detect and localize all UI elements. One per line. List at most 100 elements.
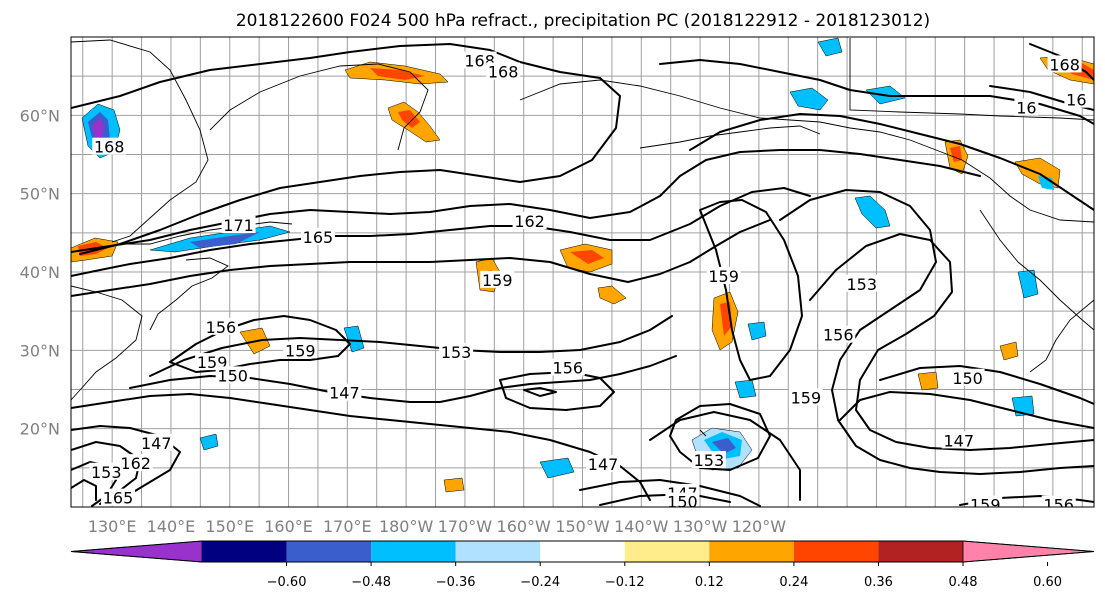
contour-label-bg — [941, 431, 976, 449]
refractivity-contours — [71, 43, 1094, 507]
colorbar-tick-label: −0.12 — [605, 575, 645, 590]
contour-label-bg — [283, 341, 318, 359]
contour-label: 156 — [823, 326, 854, 345]
contour-label: 147 — [588, 455, 619, 474]
contour-label-bg — [1014, 98, 1039, 116]
colorbar-segment — [624, 541, 710, 562]
longitude-label: 150°W — [555, 517, 610, 536]
contour-label: 162 — [120, 454, 151, 473]
contour-label-bg — [1047, 55, 1082, 73]
longitude-label: 180°W — [379, 517, 434, 536]
contour-label-bg — [439, 342, 474, 360]
colorbar-segment — [540, 541, 625, 562]
colorbar-upper-extend — [962, 540, 1095, 563]
contour-label-bg — [844, 274, 879, 292]
contour-label-bg — [788, 388, 823, 406]
contour-label: 171 — [223, 216, 254, 235]
contour-label: 16 — [1016, 99, 1036, 118]
contour-label: 153 — [694, 451, 725, 470]
map-frame — [70, 36, 1095, 508]
contour-label: 159 — [285, 341, 316, 360]
colorbar-tick-label: −0.36 — [436, 575, 476, 590]
contour-label-bg — [950, 368, 985, 386]
contour-label-bg — [139, 433, 174, 451]
contour-label: 168 — [488, 62, 519, 81]
colorbar-segment — [202, 541, 287, 562]
latitude-label: 40°N — [20, 263, 60, 282]
contour-label: 147 — [141, 434, 172, 453]
longitude-label: 140°E — [147, 517, 196, 536]
contour-label: 159 — [482, 271, 513, 290]
colorbar-tick-label: −0.60 — [267, 575, 307, 590]
latitude-labels: 60°N 50°N 40°N 30°N 20°N — [20, 106, 60, 438]
colorbar-tick-label: 0.36 — [864, 575, 893, 590]
longitude-label: 160°W — [497, 517, 552, 536]
contour-label: 147 — [944, 431, 975, 450]
coastlines — [71, 38, 1094, 459]
colorbar-segment — [455, 541, 541, 562]
colorbar-tick-label: 0.48 — [949, 575, 978, 590]
longitude-label: 130°W — [673, 517, 728, 536]
colorbar-segment — [371, 541, 456, 562]
contour-label: 153 — [441, 343, 472, 362]
contour-label: 150 — [667, 493, 698, 512]
contour-label-bg — [821, 325, 856, 343]
colorbar-tick-label: 0.24 — [779, 575, 808, 590]
contour-label: 153 — [91, 463, 122, 482]
contour-label-bg — [221, 216, 256, 233]
contour-label-bg — [203, 317, 238, 335]
contour-label: 165 — [303, 228, 334, 247]
contour-label: 156 — [206, 318, 237, 337]
longitude-label: 160°E — [264, 517, 313, 536]
contour-label-bg — [92, 137, 127, 155]
colorbar-tick-label: 0.12 — [695, 575, 724, 590]
contour-label-bg — [101, 488, 136, 506]
contour-label: 156 — [1043, 496, 1074, 515]
contour-label: 16 — [1066, 91, 1086, 110]
contour-label: 153 — [846, 275, 877, 294]
contour-label: 156 — [553, 359, 584, 378]
latitude-label: 50°N — [20, 185, 60, 204]
contour-label: 159 — [970, 496, 1001, 515]
contour-label-bg — [706, 266, 741, 284]
colorbar-lower-extend — [70, 540, 203, 563]
colorbar-tick-label: 0.60 — [1033, 575, 1062, 590]
colorbar-outline — [70, 540, 1095, 563]
colorbar-tick-label: −0.24 — [520, 575, 560, 590]
colorbar-segment — [709, 541, 794, 562]
contour-label-bg — [691, 451, 726, 468]
longitude-label: 150°E — [205, 517, 254, 536]
contour-label-bg — [215, 366, 250, 384]
contour-label-bg — [550, 358, 585, 376]
contour-label-bg — [512, 212, 547, 230]
contour-label-bg — [586, 454, 621, 472]
colorbar: −0.60 −0.48 −0.36 −0.24 −0.12 0.12 0.24 0.36 0.4… — [70, 540, 1095, 590]
contour-label: 159 — [791, 388, 822, 407]
longitude-labels: 130°E 140°E 150°E 160°E 170°E 180°W 170°W 160°W… — [88, 517, 786, 536]
longitude-label: 170°W — [438, 517, 493, 536]
longitude-label: 170°E — [323, 517, 372, 536]
contour-label-bg — [118, 454, 153, 472]
contour-label: 147 — [329, 384, 360, 403]
contour-label-bg — [968, 495, 1003, 507]
contour-label: 162 — [514, 212, 545, 231]
contour-label-bg — [195, 353, 230, 371]
contour-label: 165 — [103, 489, 134, 508]
longitude-label: 120°W — [732, 517, 787, 536]
map-title: 2018122600 F024 500 hPa refract., precip… — [236, 11, 930, 31]
contour-label: 150 — [217, 366, 248, 385]
colorbar-segment — [793, 541, 879, 562]
contour-label-bg — [486, 62, 521, 80]
contour-label: 168 — [1049, 55, 1080, 74]
latitude-label: 30°N — [20, 341, 60, 360]
contour-label-bg — [89, 462, 124, 480]
contour-label-bg — [665, 492, 700, 507]
longitude-label: 130°E — [88, 517, 137, 536]
contour-label-bg — [1041, 495, 1076, 507]
contour-label: 150 — [952, 369, 983, 388]
contour-label-bg — [480, 270, 515, 288]
contour-label-bg — [300, 227, 335, 245]
